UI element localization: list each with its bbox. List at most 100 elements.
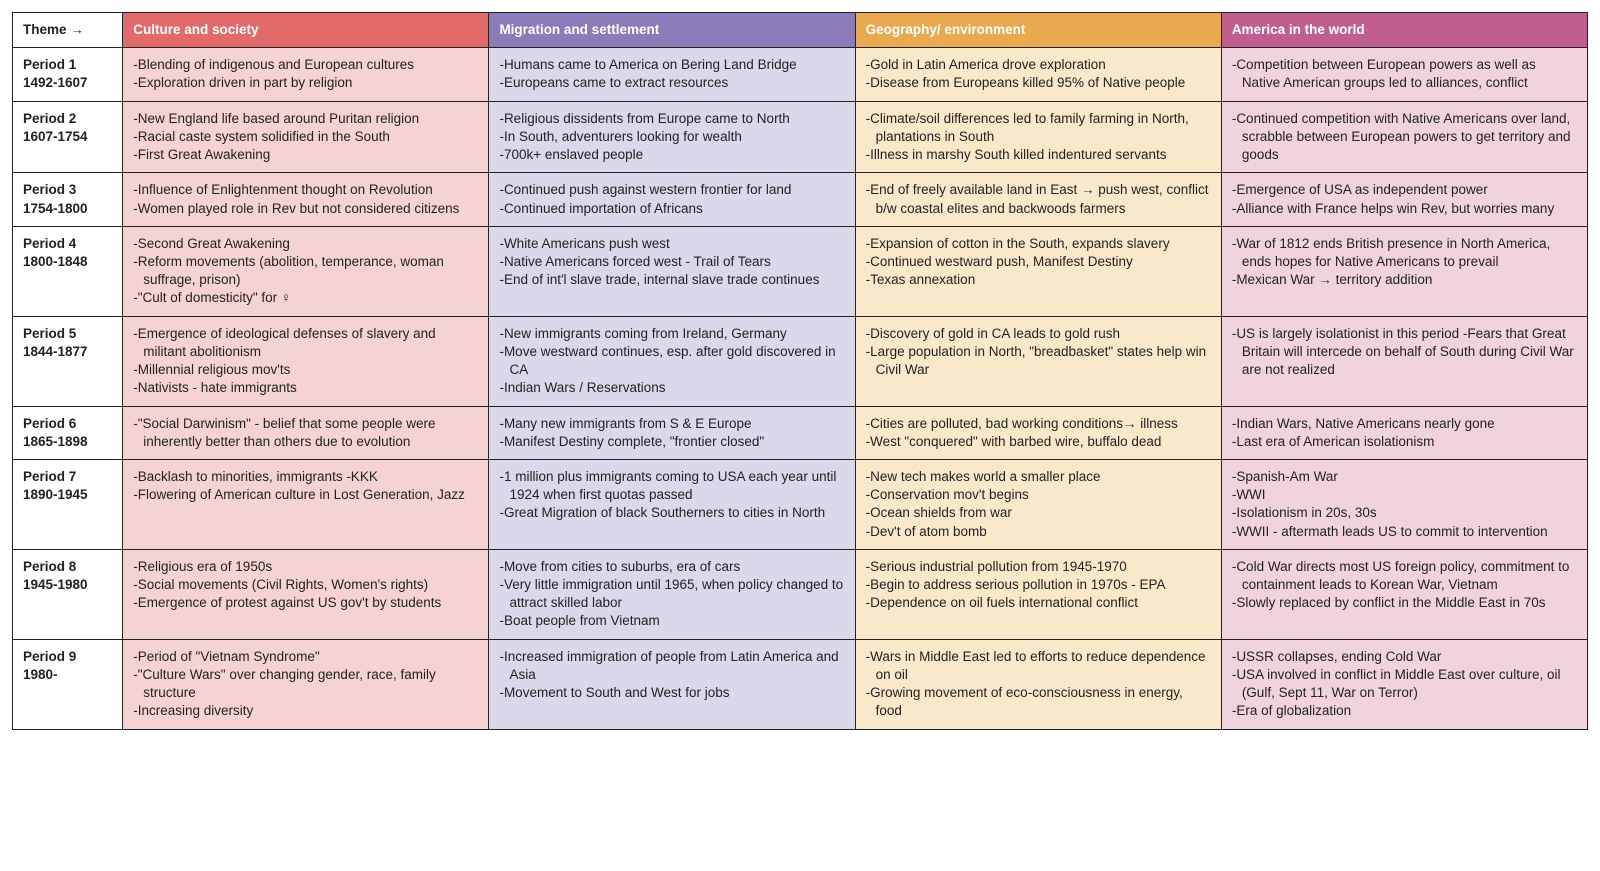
bullet: Dependence on oil fuels international co… bbox=[866, 594, 1211, 612]
period-label: Period 31754-1800 bbox=[13, 173, 123, 226]
cell: Many new immigrants from S & E EuropeMan… bbox=[489, 406, 855, 459]
bullet: New immigrants coming from Ireland, Germ… bbox=[499, 325, 844, 343]
bullet: Competition between European powers as w… bbox=[1232, 56, 1577, 92]
bullet: Increased immigration of people from Lat… bbox=[499, 648, 844, 684]
bullet: Europeans came to extract resources bbox=[499, 74, 844, 92]
bullet: New England life based around Puritan re… bbox=[133, 110, 478, 128]
bullet: Last era of American isolationism bbox=[1232, 433, 1577, 451]
cell: Indian Wars, Native Americans nearly gon… bbox=[1221, 406, 1587, 459]
bullet: Women played role in Rev but not conside… bbox=[133, 200, 478, 218]
table-row: Period 91980- Period of "Vietnam Syndrome… bbox=[13, 639, 1588, 729]
bullet: Nativists - hate immigrants bbox=[133, 379, 478, 397]
bullet: Reform movements (abolition, temperance,… bbox=[133, 253, 478, 289]
bullet: Emergence of ideological defenses of sla… bbox=[133, 325, 478, 361]
bullet: Second Great Awakening bbox=[133, 235, 478, 253]
period-title: Period 6 bbox=[23, 415, 112, 433]
bullet: Blending of indigenous and European cult… bbox=[133, 56, 478, 74]
bullet: End of freely available land in East → p… bbox=[866, 181, 1211, 217]
table-row: Period 71890-1945Backlash to minorities,… bbox=[13, 459, 1588, 549]
period-label: Period 71890-1945 bbox=[13, 459, 123, 549]
bullet: Continued westward push, Manifest Destin… bbox=[866, 253, 1211, 271]
header-row: Theme → Culture and society Migration an… bbox=[13, 13, 1588, 48]
period-title: Period 7 bbox=[23, 468, 112, 486]
bullet: Gold in Latin America drove exploration bbox=[866, 56, 1211, 74]
period-dates: 1754-1800 bbox=[23, 200, 112, 218]
period-label: Period 91980- bbox=[13, 639, 123, 729]
bullet: Emergence of USA as independent power bbox=[1232, 181, 1577, 199]
period-dates: 1844-1877 bbox=[23, 343, 112, 361]
bullet: Alliance with France helps win Rev, but … bbox=[1232, 200, 1577, 218]
bullet: Many new immigrants from S & E Europe bbox=[499, 415, 844, 433]
table-row: Period 31754-1800Influence of Enlightenm… bbox=[13, 173, 1588, 226]
period-label: Period 11492-1607 bbox=[13, 48, 123, 101]
bullet: US is largely isolationist in this perio… bbox=[1232, 325, 1577, 380]
cell: Serious industrial pollution from 1945-1… bbox=[855, 549, 1221, 639]
cell: Backlash to minorities, immigrants -KKKF… bbox=[123, 459, 489, 549]
table-row: Period 11492-1607 Blending of indigenous … bbox=[13, 48, 1588, 101]
bullet: Period of "Vietnam Syndrome" bbox=[133, 648, 478, 666]
bullet: Texas annexation bbox=[866, 271, 1211, 289]
bullet: Illness in marshy South killed indenture… bbox=[866, 146, 1211, 164]
bullet: Great Migration of black Southerners to … bbox=[499, 504, 844, 522]
cell: Influence of Enlightenment thought on Re… bbox=[123, 173, 489, 226]
bullet: Flowering of American culture in Lost Ge… bbox=[133, 486, 478, 504]
period-dates: 1607-1754 bbox=[23, 128, 112, 146]
bullet: 700k+ enslaved people bbox=[499, 146, 844, 164]
cell: Second Great AwakeningReform movements (… bbox=[123, 226, 489, 316]
cell: USSR collapses, ending Cold WarUSA invol… bbox=[1221, 639, 1587, 729]
bullet: Social movements (Civil Rights, Women's … bbox=[133, 576, 478, 594]
bullet: Boat people from Vietnam bbox=[499, 612, 844, 630]
bullet: Indian Wars, Native Americans nearly gon… bbox=[1232, 415, 1577, 433]
cell: New immigrants coming from Ireland, Germ… bbox=[489, 316, 855, 406]
cell: Spanish-Am WarWWIIsolationism in 20s, 30… bbox=[1221, 459, 1587, 549]
period-label: Period 61865-1898 bbox=[13, 406, 123, 459]
bullet: Begin to address serious pollution in 19… bbox=[866, 576, 1211, 594]
bullet: Ocean shields from war bbox=[866, 504, 1211, 522]
bullet: Emergence of protest against US gov't by… bbox=[133, 594, 478, 612]
period-title: Period 4 bbox=[23, 235, 112, 253]
bullet: Discovery of gold in CA leads to gold ru… bbox=[866, 325, 1211, 343]
bullet: 1 million plus immigrants coming to USA … bbox=[499, 468, 844, 504]
cell: Climate/soil differences led to family f… bbox=[855, 101, 1221, 173]
corner-cell: Theme → bbox=[13, 13, 123, 48]
bullet: Religious era of 1950s bbox=[133, 558, 478, 576]
cell: New England life based around Puritan re… bbox=[123, 101, 489, 173]
cell: Cold War directs most US foreign policy,… bbox=[1221, 549, 1587, 639]
bullet: Increasing diversity bbox=[133, 702, 478, 720]
bullet: Spanish-Am War bbox=[1232, 468, 1577, 486]
period-dates: 1865-1898 bbox=[23, 433, 112, 451]
bullet: Continued importation of Africans bbox=[499, 200, 844, 218]
bullet: In South, adventurers looking for wealth bbox=[499, 128, 844, 146]
cell: Emergence of ideological defenses of sla… bbox=[123, 316, 489, 406]
bullet: Indian Wars / Reservations bbox=[499, 379, 844, 397]
theme-header-culture: Culture and society bbox=[123, 13, 489, 48]
bullet: War of 1812 ends British presence in Nor… bbox=[1232, 235, 1577, 271]
period-label: Period 21607-1754 bbox=[13, 101, 123, 173]
table-row: Period 81945-1980Religious era of 1950sS… bbox=[13, 549, 1588, 639]
period-title: Period 1 bbox=[23, 56, 112, 74]
cell: Discovery of gold in CA leads to gold ru… bbox=[855, 316, 1221, 406]
bullet: Racial caste system solidified in the So… bbox=[133, 128, 478, 146]
bullet: Humans came to America on Bering Land Br… bbox=[499, 56, 844, 74]
bullet: First Great Awakening bbox=[133, 146, 478, 164]
bullet: Era of globalization bbox=[1232, 702, 1577, 720]
cell: Emergence of USA as independent powerAll… bbox=[1221, 173, 1587, 226]
cell: Gold in Latin America drove explorationD… bbox=[855, 48, 1221, 101]
bullet: Continued push against western frontier … bbox=[499, 181, 844, 199]
cell: US is largely isolationist in this perio… bbox=[1221, 316, 1587, 406]
bullet: Isolationism in 20s, 30s bbox=[1232, 504, 1577, 522]
cell: Cities are polluted, bad working conditi… bbox=[855, 406, 1221, 459]
table-row: Period 61865-1898"Social Darwinism" - be… bbox=[13, 406, 1588, 459]
bullet: Cities are polluted, bad working conditi… bbox=[866, 415, 1211, 433]
period-title: Period 9 bbox=[23, 648, 112, 666]
cell: Expansion of cotton in the South, expand… bbox=[855, 226, 1221, 316]
cell: "Social Darwinism" - belief that some pe… bbox=[123, 406, 489, 459]
cell: Increased immigration of people from Lat… bbox=[489, 639, 855, 729]
period-dates: 1945-1980 bbox=[23, 576, 112, 594]
table-row: Period 41800-1848Second Great AwakeningR… bbox=[13, 226, 1588, 316]
bullet: Disease from Europeans killed 95% of Nat… bbox=[866, 74, 1211, 92]
bullet: Movement to South and West for jobs bbox=[499, 684, 844, 702]
cell: Blending of indigenous and European cult… bbox=[123, 48, 489, 101]
cell: Wars in Middle East led to efforts to re… bbox=[855, 639, 1221, 729]
bullet: USSR collapses, ending Cold War bbox=[1232, 648, 1577, 666]
